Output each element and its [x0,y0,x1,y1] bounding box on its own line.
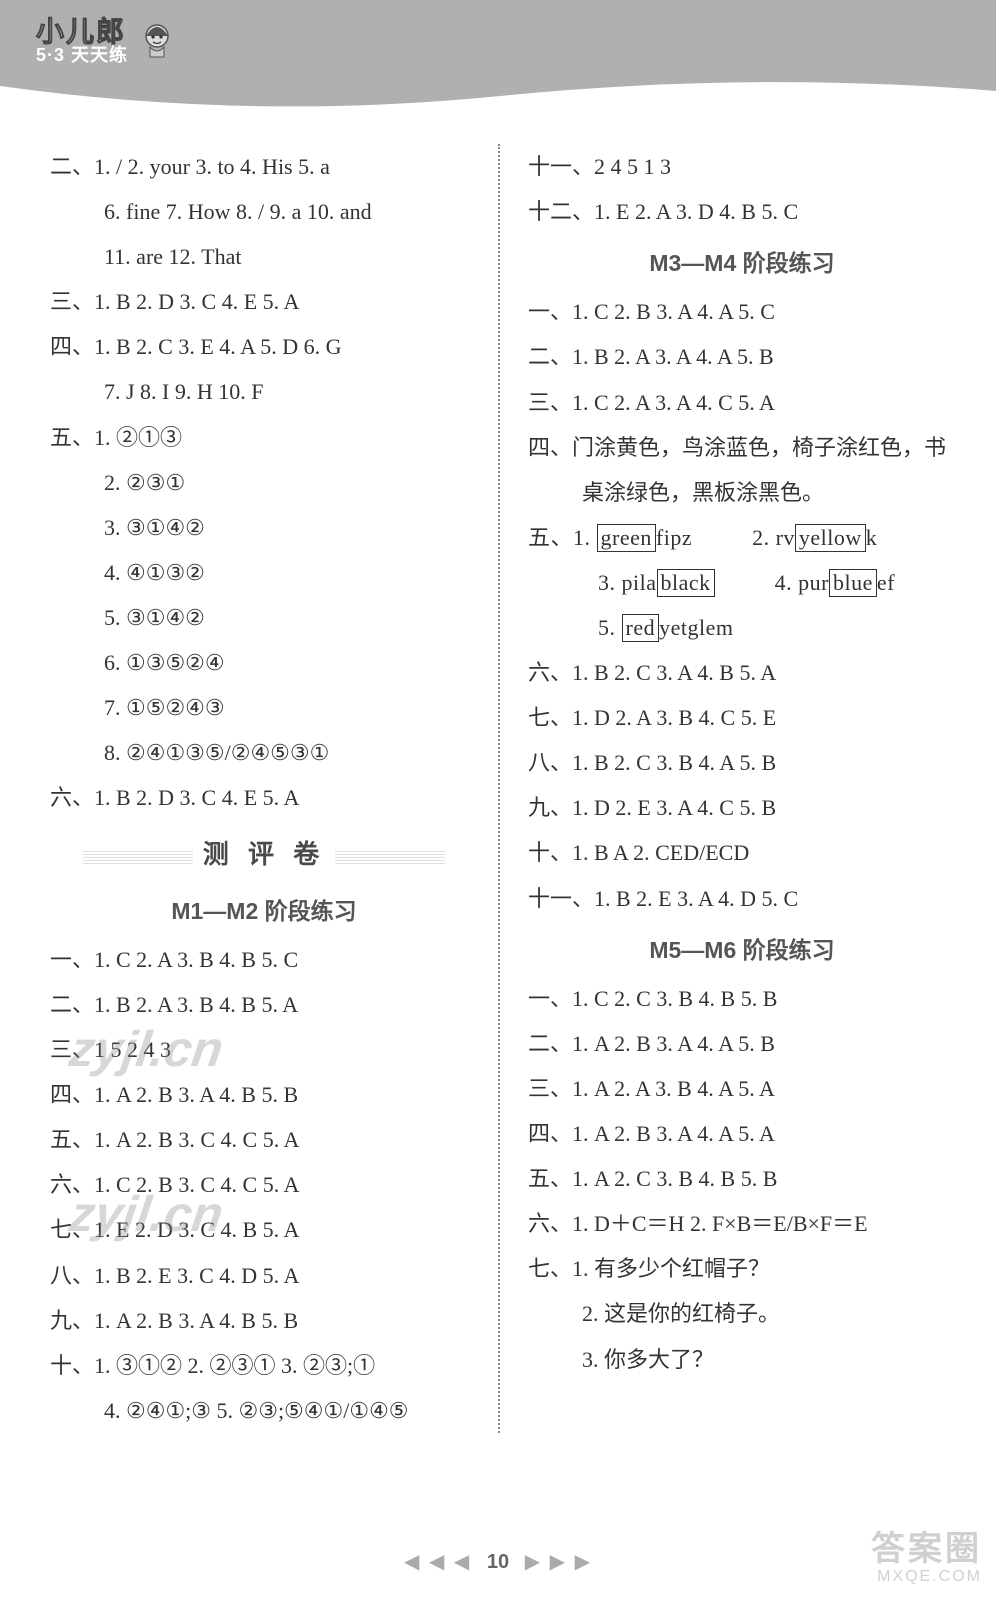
boxed-word: black [657,569,715,597]
answer-line: 六、1. B 2. C 3. A 4. B 5. A [528,650,956,695]
tail: k [866,525,878,550]
answer-line: 五、1. A 2. C 3. B 4. B 5. B [528,1156,956,1201]
answer-line: 3. pilablack 4. purblueef [528,560,956,605]
answer-line: 十、1. B A 2. CED/ECD [528,830,956,875]
answer-line: 九、1. D 2. E 3. A 4. C 5. B [528,785,956,830]
answer-line: 5. ③①④② [50,595,478,640]
answer-line: 4. ②④①;③ 5. ②③;⑤④①/①④⑤ [50,1388,478,1433]
answer-line: 桌涂绿色，黑板涂黑色。 [528,470,956,515]
answer-line: 3. ③①④② [50,505,478,550]
answer-line: 十一、2 4 5 1 3 [528,144,956,189]
content: 二、1. / 2. your 3. to 4. His 5. a 6. fine… [0,120,996,1433]
subsection-title: M5—M6 阶段练习 [528,927,956,974]
answer-line: 七、1. 有多少个红帽子？ [528,1246,956,1291]
q-lead: 3. pila [598,570,657,595]
answer-line: 8. ②④①③⑤/②④⑤③① [50,730,478,775]
answer-line: 7. ①⑤②④③ [50,685,478,730]
answer-line: 四、1. B 2. C 3. E 4. A 5. D 6. G [50,324,478,369]
q-lead: 五、1. [528,525,597,550]
answer-line: 六、1. B 2. D 3. C 4. E 5. A [50,775,478,820]
answer-line: 二、1. B 2. A 3. A 4. A 5. B [528,334,956,379]
answer-line: 八、1. B 2. C 3. B 4. A 5. B [528,740,956,785]
answer-line: 三、1 5 2 4 3 [50,1027,478,1072]
corner-watermark: 答案圈 MXQE.COM [871,1531,982,1586]
answer-line: 二、1. / 2. your 3. to 4. His 5. a [50,144,478,189]
answer-line: 二、1. B 2. A 3. B 4. B 5. A [50,982,478,1027]
left-tri-icon: ◀ ◀ ◀ [404,1551,471,1573]
right-tri-icon: ▶ ▶ ▶ [525,1551,592,1573]
q-lead: 4. pur [775,570,829,595]
corner-wm-url: MXQE.COM [871,1568,982,1586]
boxed-word: yellow [795,524,866,552]
answer-line: 五、1. A 2. B 3. C 4. C 5. A [50,1117,478,1162]
answer-line: 十、1. ③①② 2. ②③① 3. ②③;① [50,1343,478,1388]
answer-line: 一、1. C 2. A 3. B 4. B 5. C [50,937,478,982]
answer-line: 7. J 8. I 9. H 10. F [50,369,478,414]
section-title: 测 评 卷 [50,828,478,881]
answer-line: 11. are 12. That [50,234,478,279]
answer-line: 九、1. A 2. B 3. A 4. B 5. B [50,1298,478,1343]
answer-line: 六、1. C 2. B 3. C 4. C 5. A [50,1162,478,1207]
tail: yetglem [659,615,733,640]
boxed-word: red [622,614,660,642]
right-column: 十一、2 4 5 1 3 十二、1. E 2. A 3. D 4. B 5. C… [500,144,956,1433]
answer-line: 6. ①③⑤②④ [50,640,478,685]
answer-line: 6. fine 7. How 8. / 9. a 10. and [50,189,478,234]
header-band: 小儿郎 5·3 天天练 [0,0,996,120]
answer-line: 五、1. greenfipz 2. rvyellowk [528,515,956,560]
answer-line: 七、1. D 2. A 3. B 4. C 5. E [528,695,956,740]
tail: ef [877,570,895,595]
mascot-icon [136,20,178,62]
q-lead: 2. rv [752,525,795,550]
answer-line: 一、1. C 2. C 3. B 4. B 5. B [528,976,956,1021]
answer-line: 四、1. A 2. B 3. A 4. A 5. A [528,1111,956,1156]
answer-line: 三、1. B 2. D 3. C 4. E 5. A [50,279,478,324]
boxed-word: blue [829,569,877,597]
answer-line: 四、1. A 2. B 3. A 4. B 5. B [50,1072,478,1117]
answer-line: 2. 这是你的红椅子。 [528,1291,956,1336]
page-number: 10 [487,1551,509,1573]
brand: 小儿郎 5·3 天天练 [36,18,178,64]
answer-line: 3. 你多大了？ [528,1337,956,1382]
q-lead: 5. [598,615,622,640]
answer-line: 十一、1. B 2. E 3. A 4. D 5. C [528,876,956,921]
boxed-word: green [597,524,656,552]
answer-line: 二、1. A 2. B 3. A 4. A 5. B [528,1021,956,1066]
subsection-title: M3—M4 阶段练习 [528,240,956,287]
corner-wm-title: 答案圈 [871,1531,982,1568]
answer-line: 十二、1. E 2. A 3. D 4. B 5. C [528,189,956,234]
answer-line: 一、1. C 2. B 3. A 4. A 5. C [528,289,956,334]
page-footer: ◀ ◀ ◀ 10 ▶ ▶ ▶ [0,1549,996,1574]
header-curve [0,76,996,121]
answer-line: 四、门涂黄色，鸟涂蓝色，椅子涂红色，书 [528,425,956,470]
subsection-title: M1—M2 阶段练习 [50,888,478,935]
answer-line: 七、1. E 2. D 3. C 4. B 5. A [50,1207,478,1252]
answer-line: 六、1. D＋C＝H 2. F×B＝E/B×F＝E [528,1201,956,1246]
left-column: 二、1. / 2. your 3. to 4. His 5. a 6. fine… [50,144,498,1433]
tail: fipz [656,525,692,550]
answer-line: 五、1. ②①③ [50,415,478,460]
answer-line: 4. ④①③② [50,550,478,595]
answer-line: 2. ②③① [50,460,478,505]
answer-line: 三、1. C 2. A 3. A 4. C 5. A [528,380,956,425]
brand-title: 小儿郎 [36,18,128,46]
answer-line: 八、1. B 2. E 3. C 4. D 5. A [50,1253,478,1298]
brand-subtitle: 5·3 天天练 [36,46,128,64]
answer-line: 三、1. A 2. A 3. B 4. A 5. A [528,1066,956,1111]
answer-line: 5. redyetglem [528,605,956,650]
